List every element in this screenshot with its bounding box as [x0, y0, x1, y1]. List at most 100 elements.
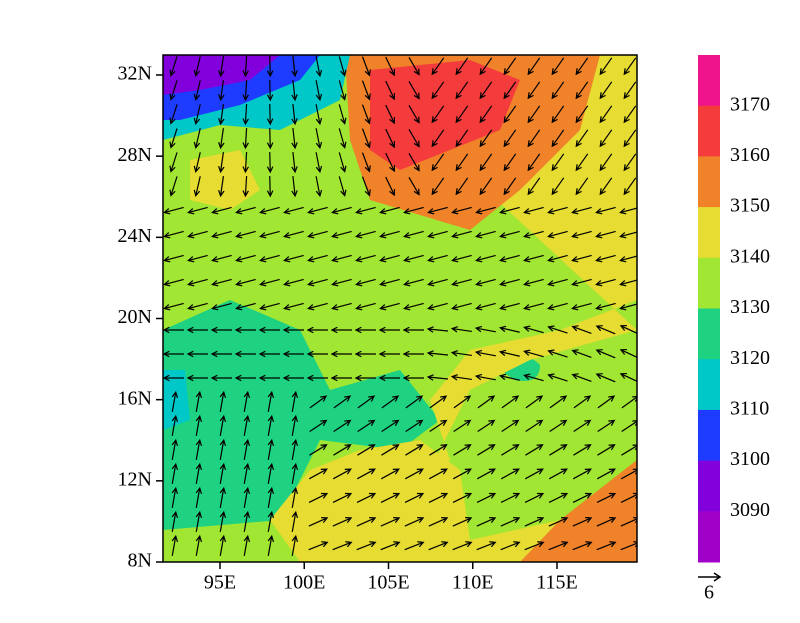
- wind-arrow: [187, 302, 208, 311]
- wind-arrow: [500, 468, 520, 480]
- lat-label: 12N: [118, 468, 152, 490]
- wind-arrow: [187, 254, 208, 263]
- wind-arrow: [500, 492, 521, 503]
- wind-arrow: [283, 278, 304, 287]
- wind-arrow: [551, 129, 565, 148]
- wind-arrow: [219, 390, 227, 412]
- wind-arrow: [479, 105, 493, 124]
- wind-arrow: [338, 104, 347, 125]
- wind-arrow: [575, 129, 589, 148]
- wind-arrow: [266, 103, 274, 126]
- wind-arrow: [523, 206, 544, 215]
- wind-arrow: [193, 152, 201, 174]
- lon-label: 105E: [367, 572, 409, 594]
- wind-arrow: [595, 373, 616, 383]
- wind-arrow: [306, 326, 328, 334]
- wind-arrow: [455, 129, 469, 148]
- wind-arrow: [524, 492, 545, 503]
- wind-arrow: [242, 175, 249, 198]
- wind-arrow: [355, 254, 376, 263]
- wind-arrow: [475, 206, 496, 215]
- wind-arrow: [451, 278, 472, 287]
- wind-arrow: [356, 517, 377, 527]
- wind-arrow: [525, 444, 544, 456]
- wind-arrow: [453, 395, 472, 409]
- wind-arrow: [242, 151, 249, 174]
- wind-arrow: [379, 302, 400, 311]
- wind-arrow: [403, 206, 424, 215]
- wind-arrow: [428, 468, 448, 480]
- wind-arrow: [547, 302, 568, 311]
- wind-arrow: [291, 534, 299, 556]
- wind-arrow: [282, 350, 304, 358]
- wind-arrow: [171, 462, 179, 484]
- wind-arrow: [218, 56, 225, 78]
- wind-arrow: [283, 230, 304, 239]
- wind-arrow: [242, 127, 249, 150]
- wind-arrow: [211, 206, 232, 215]
- colorbar-label: 3110: [730, 397, 769, 419]
- wind-arrow: [596, 468, 616, 480]
- wind-arrow: [599, 177, 613, 196]
- wind-arrow: [571, 325, 592, 335]
- wind-arrow: [623, 57, 637, 76]
- wind-arrow: [623, 177, 637, 196]
- wind-arrow: [235, 206, 256, 215]
- wind-arrow: [378, 350, 400, 358]
- wind-arrow: [501, 419, 520, 433]
- wind-arrow: [355, 302, 376, 311]
- wind-arrow: [595, 278, 616, 287]
- wind-arrow: [408, 153, 420, 172]
- wind-arrow: [402, 374, 424, 382]
- wind-arrow: [163, 374, 184, 382]
- wind-arrow: [332, 492, 353, 503]
- wind-arrow: [503, 81, 517, 100]
- wind-arrow: [330, 374, 352, 382]
- wind-arrow: [195, 414, 203, 436]
- wind-arrow: [547, 349, 568, 358]
- wind-arrow: [523, 254, 544, 263]
- wind-arrow: [332, 541, 353, 551]
- wind-arrow: [282, 374, 304, 382]
- wind-arrow: [193, 56, 201, 78]
- wind-arrow: [219, 438, 227, 460]
- wind-arrow: [210, 374, 232, 382]
- wind-arrow: [427, 278, 448, 287]
- wind-arrow: [548, 492, 569, 503]
- wind-arrow: [571, 206, 592, 215]
- wind-arrow: [547, 278, 568, 287]
- wind-arrow: [210, 326, 232, 334]
- wind-arrow: [379, 206, 400, 215]
- wind-arrow: [331, 302, 352, 311]
- wind-arrow: [332, 468, 352, 480]
- wind-arrow: [571, 230, 592, 239]
- wind-arrow: [572, 468, 592, 480]
- wind-arrow: [258, 374, 280, 382]
- wind-arrow: [474, 325, 496, 333]
- wind-arrow: [551, 81, 565, 100]
- wind-arrow: [455, 81, 469, 100]
- wind-arrow: [429, 444, 448, 456]
- wind-arrow: [524, 468, 544, 480]
- wind-arrow: [306, 374, 328, 382]
- wind-arrow: [171, 510, 179, 532]
- lat-label: 8N: [128, 550, 152, 572]
- wind-arrow: [291, 390, 299, 412]
- plot-frame: [162, 54, 638, 563]
- wind-arrow: [547, 230, 568, 239]
- lat-label: 20N: [118, 306, 152, 328]
- wind-arrow: [243, 534, 251, 556]
- wind-arrow: [211, 278, 232, 287]
- wind-arrow: [163, 206, 184, 215]
- wind-arrow: [551, 105, 565, 124]
- wind-arrow: [623, 81, 637, 100]
- lat-label: 28N: [118, 144, 152, 166]
- wind-arrow: [599, 153, 613, 172]
- wind-arrow: [427, 254, 448, 263]
- wind-arrow: [267, 534, 275, 556]
- colorbar-segment: [698, 55, 720, 107]
- wind-arrow: [428, 541, 449, 551]
- wind-arrow: [235, 278, 256, 287]
- wind-arrow: [234, 374, 256, 382]
